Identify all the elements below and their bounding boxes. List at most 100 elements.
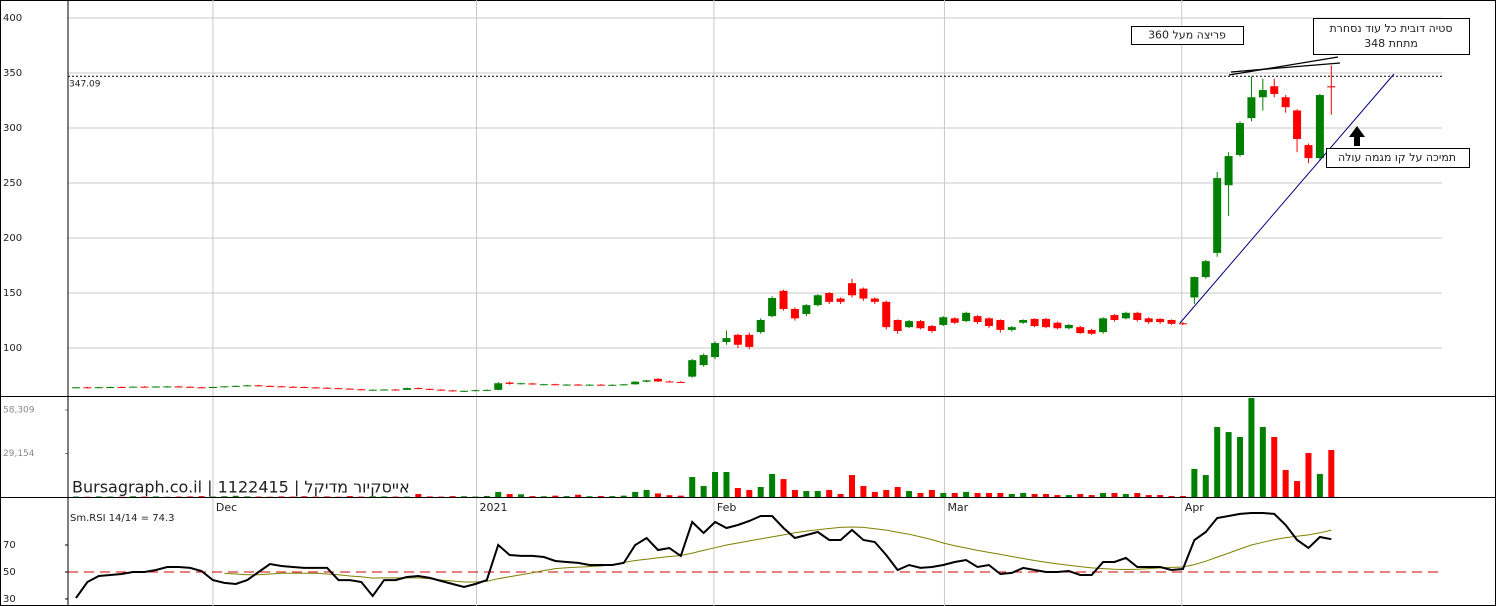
candle-body [174,386,183,388]
candle-body [208,386,217,388]
volume-bar [301,496,308,497]
candle-body [528,383,537,385]
volume-bar [346,496,353,497]
candle-body [1190,277,1199,298]
volume-bar [540,496,547,497]
volume-bar [769,474,776,497]
candle-body [368,389,377,391]
volume-bar [757,487,764,497]
trend-line [1179,73,1395,324]
volume-bar [381,496,388,497]
watermark: Bursagraph.co.il | 1122415 | אייסקיור מד… [72,478,410,497]
indicator-line [75,512,1332,599]
candle-body [380,389,389,391]
volume-bar [1088,495,1095,497]
volume-bar [324,496,331,497]
candle-body [608,384,617,386]
arrow [1349,126,1365,146]
candle-body [1042,318,1051,328]
volume-bar [518,494,525,497]
candle-body [699,355,708,366]
candle-body [950,318,959,323]
y-tick-label: 150 [3,288,22,299]
candle-body [1076,327,1085,334]
y-tick-label: 350 [3,68,22,79]
volume-bar [529,496,536,497]
volume-bar [654,493,661,497]
volume-bar [449,496,456,497]
candle-body [722,338,731,342]
y-tick-label: 300 [3,123,22,134]
candle-body [471,390,480,392]
candle-body [653,378,662,382]
candle-body [1201,261,1210,278]
indicator-label: Sm.RSI 14/14 = 74.3 [70,513,175,524]
x-tick-label: Apr [1185,501,1205,514]
candle-body [83,387,92,389]
volume-bar [1077,494,1084,497]
candle-body [836,298,845,302]
volume-bar [278,496,285,497]
candle-body [1281,97,1290,108]
candle-body [1019,319,1028,323]
volume-bar [232,495,239,497]
candle-body [1224,156,1233,186]
candle-body [448,390,457,392]
volume-bar [187,496,194,497]
candle-body [927,326,936,331]
volume-bar [814,491,821,497]
volume-bar [1179,495,1186,497]
candle-body [1133,312,1142,320]
candle-body [106,386,115,388]
candle-body [551,384,560,386]
candle-body [505,382,514,384]
candle-body [231,385,240,387]
volume-bar [837,494,844,497]
volume-bar [1168,495,1175,497]
annotation: סטיה דובית כל עוד נסחרת [1329,22,1452,35]
candle-body [619,384,628,386]
volume-bar [985,492,992,497]
candle-body [802,305,811,314]
candle-body [494,383,503,390]
volume-bar [198,496,205,497]
candle-body [140,386,149,388]
volume-bar [780,479,787,497]
candle-body [1178,323,1187,325]
candle-body [848,283,857,296]
volume-bar [906,491,913,497]
candle-body [288,386,297,388]
candle-body [220,386,229,388]
volume-bar [963,491,970,497]
volume-bar [632,491,639,497]
volume-bar [415,494,422,497]
volume-bar [700,485,707,497]
volume-bar [928,489,935,497]
volume-bar [791,489,798,497]
volume-bar [1065,495,1072,497]
volume-bar [506,494,513,497]
candle-body [265,385,274,387]
volume-bar [734,488,741,497]
volume-bar [666,495,673,497]
volume-bar [1008,494,1015,497]
volume-bar [460,496,467,497]
volume-bar [871,491,878,497]
volume-bar [609,496,616,497]
annotation: תמיכה על קו מגמה עולה [1338,151,1456,164]
candle-body [882,301,891,328]
volume-bar [883,489,890,497]
volume-bar [152,496,159,497]
candle-body [186,386,195,388]
volume-bar [1145,495,1152,497]
volume-bar [1111,492,1118,497]
volume-bar [221,496,228,497]
candle-body [323,387,332,389]
volume-bar [723,472,730,497]
volume-bar [1259,427,1266,497]
candle-body [402,388,411,390]
candle-body [996,319,1005,330]
y-tick-label: 29,154 [3,449,35,459]
